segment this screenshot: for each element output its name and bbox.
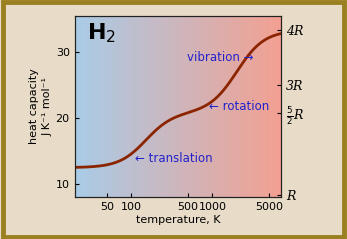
Text: H$_2$: H$_2$: [87, 21, 116, 45]
Text: ← rotation: ← rotation: [209, 99, 269, 113]
X-axis label: temperature, K: temperature, K: [136, 215, 220, 225]
Text: ← translation: ← translation: [135, 152, 212, 165]
Text: vibration →: vibration →: [187, 51, 253, 64]
Y-axis label: heat capacity
J K⁻¹ mol⁻¹: heat capacity J K⁻¹ mol⁻¹: [29, 68, 53, 144]
